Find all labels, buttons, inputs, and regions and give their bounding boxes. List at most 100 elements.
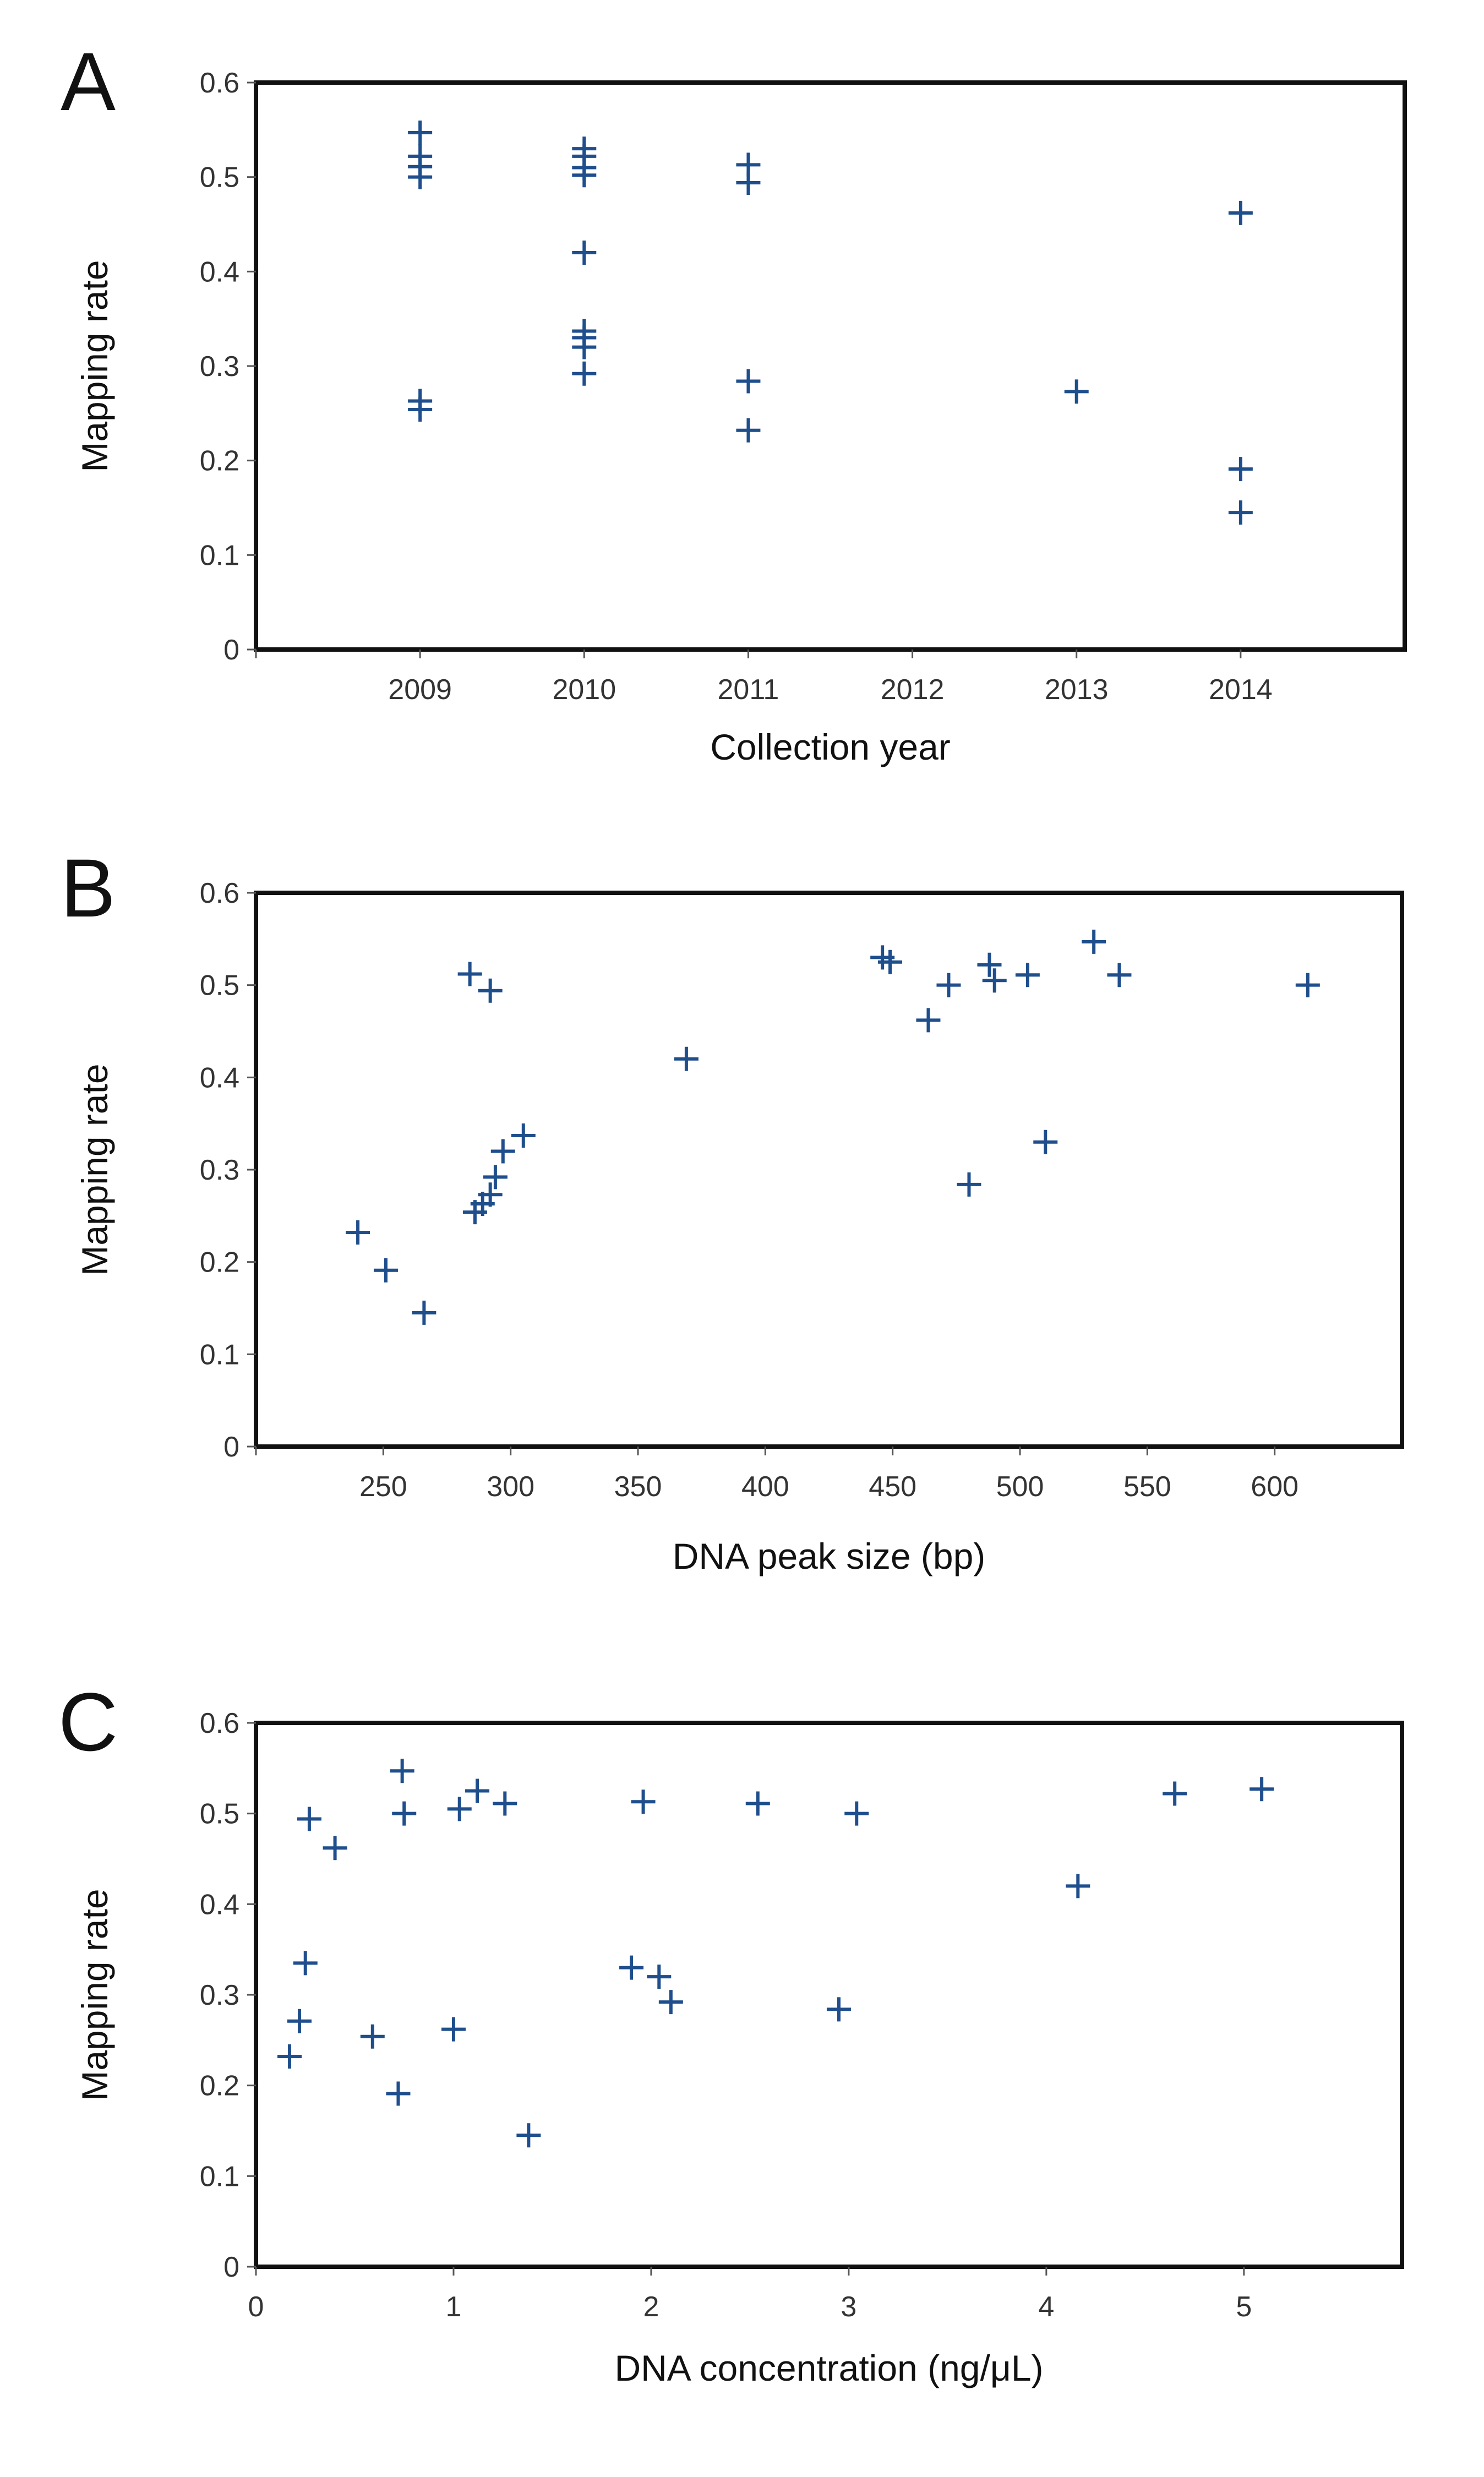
data-point	[878, 950, 903, 974]
data-point	[447, 1797, 472, 1821]
data-point	[1228, 457, 1253, 482]
y-tick-label: 0.3	[200, 1979, 239, 2011]
data-point	[478, 978, 503, 1003]
panel-a: A 0 0.1 0.2 0.3 0.4 0.5 0.6 2009 2010 2011 2012 2013…	[61, 35, 1407, 767]
x-tick-label: 400	[741, 1471, 789, 1503]
data-point	[658, 1990, 683, 2015]
y-tick-label: 0.5	[200, 970, 239, 1002]
plot-frame	[254, 891, 1404, 1449]
data-point	[736, 170, 761, 195]
data-point	[346, 1220, 370, 1245]
x-tick-label: 0	[248, 2291, 264, 2323]
x-axis-label: DNA concentration (ng/μL)	[614, 2348, 1043, 2388]
x-tick-label: 3	[841, 2291, 856, 2323]
data-point	[483, 1165, 508, 1190]
data-point	[1066, 1874, 1090, 1898]
x-tick-label: 2014	[1209, 674, 1273, 706]
y-tick-label: 0.1	[200, 1339, 239, 1371]
data-point	[390, 1759, 414, 1783]
data-point	[511, 1123, 536, 1148]
data-point	[631, 1789, 656, 1814]
x-tick-label: 500	[996, 1471, 1044, 1503]
y-axis-label: Mapping rate	[74, 260, 115, 472]
y-tick-label: 0.2	[200, 2070, 239, 2102]
x-tick-label: 2012	[881, 674, 945, 706]
x-tick-label: 350	[614, 1471, 662, 1503]
y-tick-label: 0	[223, 2251, 239, 2283]
y-tick-label: 0.5	[200, 1798, 239, 1830]
data-point	[1228, 500, 1253, 525]
data-point	[386, 2081, 411, 2106]
data-point	[457, 962, 482, 986]
data-point	[493, 1791, 517, 1816]
panel-letter: A	[61, 35, 116, 128]
y-tick-label: 0.3	[200, 1154, 239, 1186]
data-point	[408, 120, 433, 145]
data-point	[373, 1258, 398, 1283]
x-axis-label: DNA peak size (bp)	[673, 1536, 986, 1576]
x-tick-label: 550	[1123, 1471, 1171, 1503]
data-point	[360, 2024, 385, 2049]
data-point	[957, 1172, 981, 1197]
panel-letter: C	[58, 1676, 118, 1768]
data-point	[982, 968, 1007, 993]
data-point	[1033, 1130, 1058, 1154]
data-point	[478, 1182, 503, 1207]
data-point	[516, 2123, 541, 2148]
y-tick-label: 0.1	[200, 2160, 239, 2192]
panel-c: C 0 0.1 0.2 0.3 0.4 0.5 0.6 0 1 2 3 4 5 DNA concentrat…	[58, 1676, 1404, 2388]
y-tick-label: 0	[223, 1431, 239, 1463]
data-point	[490, 1139, 515, 1164]
y-tick-label: 0.6	[200, 877, 239, 909]
data-point	[1228, 200, 1253, 225]
panel-letter: B	[61, 842, 116, 934]
y-tick-label: 0.4	[200, 256, 239, 288]
data-point	[1064, 379, 1089, 404]
x-tick-label: 2	[643, 2291, 659, 2323]
plot-frame	[254, 1721, 1404, 2269]
x-axis-label: Collection year	[710, 727, 951, 767]
data-point	[287, 2009, 312, 2033]
data-point	[916, 1008, 941, 1033]
y-tick-label: 0.1	[200, 539, 239, 571]
data-point	[297, 1807, 321, 1831]
data-point	[736, 369, 761, 394]
y-tick-label: 0.4	[200, 1889, 239, 1921]
data-point	[572, 335, 597, 359]
y-tick-label: 0.6	[200, 1707, 239, 1739]
data-point	[826, 1997, 851, 2022]
x-tick-label: 250	[359, 1471, 407, 1503]
data-point	[392, 1801, 417, 1826]
x-tick-label: 300	[487, 1471, 534, 1503]
data-point	[572, 163, 597, 188]
data-point	[736, 418, 761, 443]
data-point	[619, 1955, 644, 1980]
data-point	[323, 1836, 347, 1861]
data-point	[1107, 963, 1132, 987]
x-tick-label: 5	[1236, 2291, 1252, 2323]
data-point	[277, 2044, 302, 2069]
data-point	[441, 2017, 466, 2042]
data-point	[412, 1300, 437, 1325]
y-tick-label: 0.4	[200, 1062, 239, 1094]
y-axis-label: Mapping rate	[74, 1063, 115, 1275]
data-point	[977, 952, 1002, 977]
y-tick-label: 0.6	[200, 67, 239, 99]
data-point	[572, 361, 597, 386]
data-point	[572, 241, 597, 265]
data-point	[745, 1791, 770, 1816]
data-point	[465, 1778, 490, 1803]
y-axis-label: Mapping rate	[74, 1889, 115, 2100]
data-point	[674, 1046, 699, 1071]
x-tick-label: 450	[869, 1471, 916, 1503]
x-tick-label: 1	[446, 2291, 462, 2323]
y-tick-label: 0.3	[200, 351, 239, 383]
data-point	[936, 973, 961, 997]
panel-b: B 0 0.1 0.2 0.3 0.4 0.5 0.6 250 300 350 400 450 500 55…	[61, 842, 1404, 1576]
y-tick-label: 0	[223, 634, 239, 666]
x-tick-label: 4	[1038, 2291, 1054, 2323]
data-point	[844, 1801, 869, 1826]
data-point	[647, 1965, 672, 1989]
data-point	[408, 397, 433, 422]
